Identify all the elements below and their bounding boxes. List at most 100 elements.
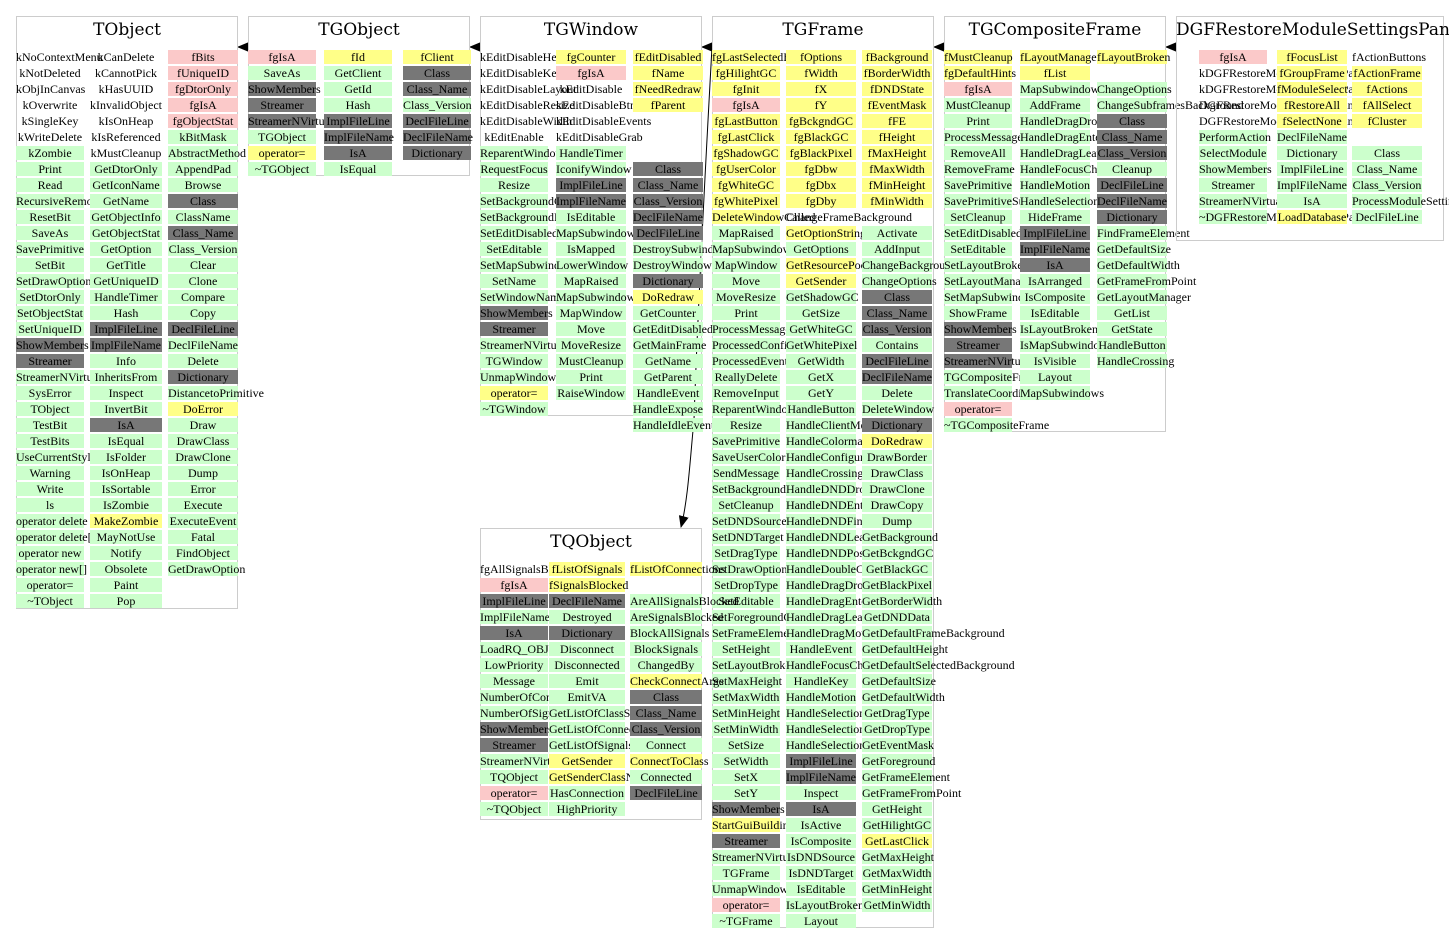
member-getbackground: GetBackground <box>862 530 938 544</box>
member-processmodulesettings: ProcessModuleSettings <box>1352 194 1449 208</box>
member-mapraised: MapRaised <box>556 274 626 288</box>
member-setmaxwidth: SetMaxWidth <box>712 690 780 704</box>
member-streamernvirtual: StreamerNVirtual <box>248 114 334 128</box>
member-setbit: SetBit <box>16 258 84 272</box>
member-hash: Hash <box>324 98 392 112</box>
member-fgallsignalsblocked: fgAllSignalsBlocked <box>480 562 581 576</box>
member-keditdisablewidth: kEditDisableWidth <box>480 114 573 128</box>
member-resize: Resize <box>480 178 548 192</box>
member-streamer: Streamer <box>480 738 548 752</box>
member-drawclone: DrawClone <box>862 482 932 496</box>
class-box-dgfrestoremodulesettingspanel <box>1176 16 1444 241</box>
member-isa: IsA <box>324 146 392 160</box>
member-fmoduleselect: fModuleSelect <box>1277 82 1348 96</box>
member-syserror: SysError <box>16 386 84 400</box>
member-streamer: Streamer <box>1199 178 1267 192</box>
member-getdefaultwidth: GetDefaultWidth <box>862 690 945 704</box>
member-class-name: Class_Name <box>403 82 471 96</box>
member-hideframe: HideFrame <box>1020 210 1090 224</box>
member-fname: fName <box>633 66 703 80</box>
member-fgisa: fgIsA <box>248 50 316 64</box>
member-getforeground: GetForeground <box>862 754 936 768</box>
member-fgblackpixel: fgBlackPixel <box>786 146 856 160</box>
member-mapsubwindows: MapSubwindows <box>1020 386 1105 400</box>
member-fcluster: fCluster <box>1352 114 1422 128</box>
member-copy: Copy <box>168 306 238 320</box>
member-executeevent: ExecuteEvent <box>168 514 238 528</box>
member-processmessage: ProcessMessage <box>944 130 1023 144</box>
member-findobject: FindObject <box>168 546 238 560</box>
member-fbits: fBits <box>168 50 238 64</box>
member-deletewindowcalled: DeleteWindowCalled <box>712 210 816 224</box>
member-declfileline: DeclFileLine <box>1097 178 1167 192</box>
member-getlistofclasssignals: GetListOfClassSignals <box>549 706 659 720</box>
member-declfileline: DeclFileLine <box>168 322 238 336</box>
member-class-version: Class_Version <box>403 98 472 112</box>
member-emitva: EmitVA <box>549 690 625 704</box>
member-implfilename: ImplFileName <box>786 770 856 784</box>
member-handlekey: HandleKey <box>786 674 856 688</box>
member-implfilename: ImplFileName <box>556 194 626 208</box>
member-handletimer: HandleTimer <box>556 146 626 160</box>
member-handletimer: HandleTimer <box>90 290 162 304</box>
member-areallsignalsblocked: AreAllSignalsBlocked <box>630 594 739 608</box>
member-activate: Activate <box>862 226 932 240</box>
member-handleconfigurenotify: HandleConfigureNotify <box>786 450 901 464</box>
member-getoption: GetOption <box>90 242 162 256</box>
member-streamernvirtual: StreamerNVirtual <box>944 354 1030 368</box>
member-doredraw: DoRedraw <box>862 434 932 448</box>
member-khasuuid: kHasUUID <box>98 82 154 96</box>
class-title: DGFRestoreModuleSettingsPanel <box>1176 20 1449 40</box>
member-getblackpixel: GetBlackPixel <box>862 578 932 592</box>
member-moveresize: MoveResize <box>712 290 780 304</box>
member-class: Class <box>630 690 702 704</box>
member-isvisible: IsVisible <box>1020 354 1090 368</box>
member-fgisa: fgIsA <box>712 98 780 112</box>
member-hasconnection: HasConnection <box>549 786 625 800</box>
member-setmapsubwindows: SetMapSubwindows <box>480 258 580 272</box>
member-getdefaultsize: GetDefaultSize <box>862 674 936 688</box>
member-class: Class <box>168 194 238 208</box>
member-fneedredraw: fNeedRedraw <box>633 82 703 96</box>
member-showmembers: ShowMembers <box>712 802 785 816</box>
member-disconnect: Disconnect <box>549 642 625 656</box>
member-testbit: TestBit <box>16 418 84 432</box>
member-layout: Layout <box>786 914 856 928</box>
member-saveas: SaveAs <box>16 226 84 240</box>
member-isonheap: IsOnHeap <box>90 466 162 480</box>
member-getheight: GetHeight <box>862 802 932 816</box>
member-handleidleevent: HandleIdleEvent <box>633 418 715 432</box>
member-emit: Emit <box>549 674 625 688</box>
member-clone: Clone <box>168 274 238 288</box>
member-kzombie: kZombie <box>16 146 84 160</box>
member-destroyed: Destroyed <box>549 610 625 624</box>
member-showmembers: ShowMembers <box>480 306 553 320</box>
member-handlednddrop: HandleDNDDrop <box>786 482 872 496</box>
member-handleselection: HandleSelection <box>1020 194 1100 208</box>
member-fdndstate: fDNDState <box>862 82 932 96</box>
edge-tgframe-to-tqobject <box>678 46 713 528</box>
member-islayoutbroken: IsLayoutBroken <box>786 898 864 912</box>
class-box-tgcompositeframe <box>944 16 1166 432</box>
member-fgdby: fgDby <box>786 194 856 208</box>
member-setmapsubwindows: SetMapSubwindows <box>944 290 1044 304</box>
member-getdragtype: GetDragType <box>862 706 932 720</box>
member-seteditable: SetEditable <box>712 594 780 608</box>
member-streamer: Streamer <box>712 834 780 848</box>
member-setlayoutbroken: SetLayoutBroken <box>944 258 1029 272</box>
member-getminwidth: GetMinWidth <box>862 898 932 912</box>
member-setdroptype: SetDropType <box>712 578 780 592</box>
member-fparent: fParent <box>633 98 703 112</box>
member-mapwindow: MapWindow <box>712 258 780 272</box>
member-fgblackgc: fgBlackGC <box>786 130 856 144</box>
member-implfileline: ImplFileLine <box>480 594 548 608</box>
member-setwidth: SetWidth <box>712 754 780 768</box>
member-handledragleave: HandleDragLeave <box>1020 146 1108 160</box>
member-fy: fY <box>786 98 856 112</box>
member-keditdisablebtnenable: kEditDisableBtnEnable <box>556 98 670 112</box>
member-reparentwindow: ReparentWindow <box>712 402 797 416</box>
member-getname: GetName <box>90 194 162 208</box>
member-doredraw: DoRedraw <box>633 290 703 304</box>
member-handlebutton: HandleButton <box>1097 338 1167 352</box>
member-iszombie: IsZombie <box>90 498 162 512</box>
